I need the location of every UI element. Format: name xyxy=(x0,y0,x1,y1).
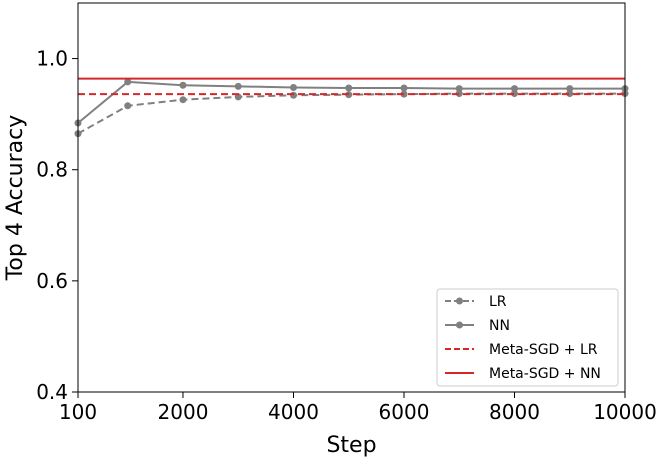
data-point-nn xyxy=(510,85,518,93)
legend: LR NN Meta-SGD + LR Meta-SGD + NN xyxy=(436,288,619,387)
data-point-nn xyxy=(455,85,463,93)
x-tick-label: 6000 xyxy=(379,400,430,424)
y-ticks: 0.4 0.6 0.8 1.0 xyxy=(36,47,78,404)
data-point-nn xyxy=(289,83,297,91)
y-axis-label: Top 4 Accuracy xyxy=(3,115,28,282)
data-point-lr xyxy=(179,96,187,104)
legend-marker-lr xyxy=(456,297,463,305)
x-tick-label: 2000 xyxy=(158,400,209,424)
data-point-nn xyxy=(234,82,242,90)
data-point-lr xyxy=(510,90,518,98)
data-point-nn xyxy=(400,84,408,92)
data-point-nn xyxy=(124,78,132,86)
plot-frame xyxy=(77,2,626,393)
y-tick-label: 0.8 xyxy=(36,158,68,182)
data-point-nn xyxy=(179,81,187,89)
legend-label-meta-sgd-lr: Meta-SGD + LR xyxy=(489,342,598,358)
x-tick-label: 100 xyxy=(59,400,97,424)
y-tick-label: 0.4 xyxy=(36,380,68,404)
legend-label-lr: LR xyxy=(489,294,507,310)
x-axis-label: Step xyxy=(326,433,376,458)
data-point-lr xyxy=(289,91,297,99)
data-point-lr xyxy=(234,93,242,101)
legend-marker-nn xyxy=(456,321,463,329)
data-point-lr xyxy=(455,90,463,98)
data-point-lr xyxy=(566,90,574,98)
legend-label-meta-sgd-nn: Meta-SGD + NN xyxy=(489,366,601,382)
x-tick-label: 8000 xyxy=(489,400,540,424)
x-tick-label: 4000 xyxy=(268,400,319,424)
y-tick-label: 0.6 xyxy=(36,269,68,293)
x-ticks: 100 2000 4000 6000 8000 10000 xyxy=(59,392,657,424)
data-point-nn xyxy=(566,85,574,93)
y-tick-label: 1.0 xyxy=(36,47,68,71)
data-point-nn xyxy=(345,84,353,92)
x-tick-label: 10000 xyxy=(593,400,657,424)
legend-label-nn: NN xyxy=(489,318,510,334)
series-line-lr xyxy=(77,92,625,135)
data-point-lr xyxy=(124,102,132,110)
series-layer xyxy=(74,77,629,138)
legend-box xyxy=(436,288,619,387)
